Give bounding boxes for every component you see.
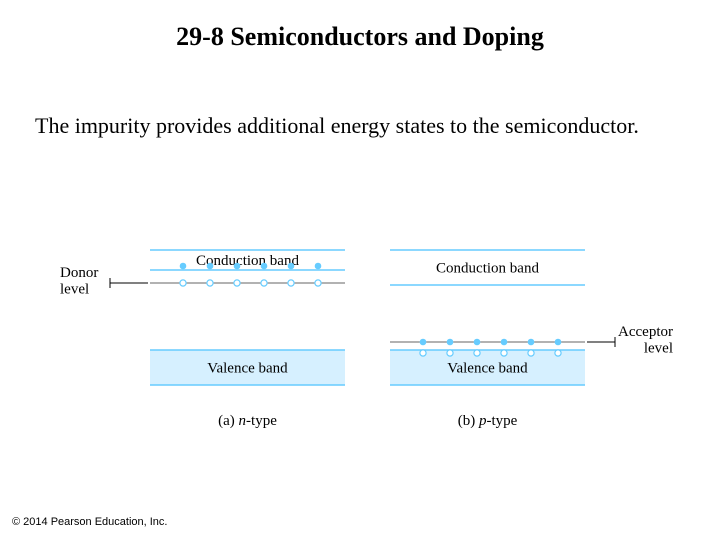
svg-text:(b) p-type: (b) p-type xyxy=(458,413,518,429)
copyright-text: © 2014 Pearson Education, Inc. xyxy=(12,516,167,528)
page-title: 29-8 Semiconductors and Doping xyxy=(0,0,720,52)
semiconductor-diagram: Conduction bandValence band(a) n-typeCon… xyxy=(55,220,675,470)
svg-text:Valence band: Valence band xyxy=(447,361,528,377)
body-paragraph: The impurity provides additional energy … xyxy=(0,52,720,140)
svg-text:Acceptorlevel: Acceptorlevel xyxy=(618,324,673,357)
svg-text:Valence band: Valence band xyxy=(207,361,288,377)
svg-text:(a) n-type: (a) n-type xyxy=(218,413,277,429)
svg-text:Conduction band: Conduction band xyxy=(436,261,539,277)
svg-text:Donorlevel: Donorlevel xyxy=(60,265,98,298)
